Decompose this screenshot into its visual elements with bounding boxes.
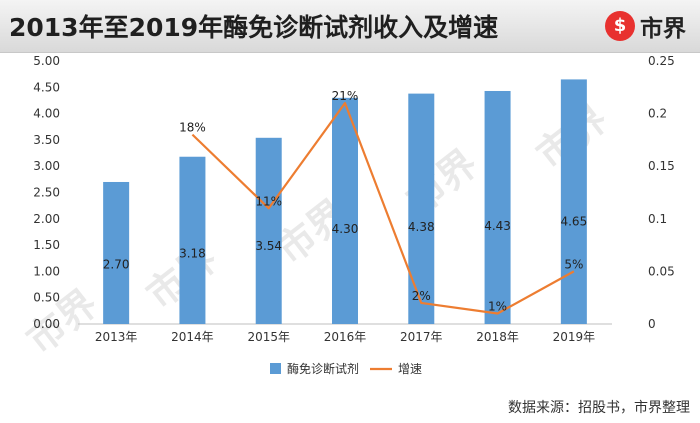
legend-bar-label: 酶免诊断试剂 [287,361,359,376]
y-left-tick-label: 3.00 [33,159,60,173]
bar [103,181,130,324]
line-data-label: 2% [412,289,431,303]
line-data-label: 11% [255,194,282,208]
x-tick-label: 2013年 [95,330,138,344]
y-right-tick-label: 0.05 [648,264,675,278]
page-title: 2013年至2019年酶免诊断试剂收入及增速 [9,13,499,42]
y-left-tick-label: 1.50 [33,238,60,252]
legend-line-label: 增速 [398,362,422,376]
bar-data-label: 4.43 [484,219,511,233]
x-tick-label: 2015年 [247,330,290,344]
x-tick-label: 2017年 [400,330,443,344]
bar-data-label: 2.70 [103,257,130,271]
y-left-tick-label: 1.00 [33,264,60,278]
line-data-label: 5% [564,257,583,271]
bar-data-label: 4.30 [332,222,359,236]
bar-data-label: 4.38 [408,220,435,234]
y-left-tick-label: 2.00 [33,212,60,226]
bar [179,156,206,324]
line-data-label: 21% [332,89,359,103]
y-left-tick-label: 3.50 [33,133,60,147]
logo-text: 市界 [640,16,686,42]
watermark-text: 市界 [19,281,106,362]
bar [560,79,587,324]
y-left-tick-label: 4.00 [33,107,60,121]
revenue-growth-chart: 市界市界市界市界市界0.000.501.001.502.002.503.003.… [19,54,675,376]
x-tick-label: 2016年 [324,330,367,344]
bar [255,137,282,324]
header-bar: 2013年至2019年酶免诊断试剂收入及增速 $ 市界 [0,0,700,53]
growth-line [191,101,575,315]
brand-logo: $ 市界 [605,9,686,43]
dollar-circle-icon: $ [605,11,635,41]
x-tick-label: 2014年 [171,330,214,344]
source-note: 数据来源：招股书，市界整理 [508,400,690,416]
y-left-tick-label: 4.50 [33,80,60,94]
y-right-tick-label: 0 [648,317,656,331]
y-right-tick-label: 0.1 [648,212,667,226]
y-left-tick-label: 0.50 [33,291,60,305]
line-data-label: 18% [179,121,206,135]
y-right-tick-label: 0.15 [648,159,675,173]
legend-bar-swatch [270,363,281,374]
line-data-label: 1% [488,299,507,313]
bar [332,97,358,324]
y-left-tick-label: 5.00 [33,54,60,68]
bar-data-label: 3.54 [255,239,282,253]
bar [408,93,435,324]
bar-data-label: 3.18 [179,247,206,261]
x-tick-label: 2018年 [476,330,519,344]
bar [484,90,511,324]
y-right-tick-label: 0.25 [648,54,675,68]
y-right-tick-label: 0.2 [648,107,667,121]
y-left-tick-label: 0.00 [33,317,60,331]
bar-data-label: 4.65 [560,214,587,228]
y-left-tick-label: 2.50 [33,186,60,200]
x-tick-label: 2019年 [553,330,596,344]
